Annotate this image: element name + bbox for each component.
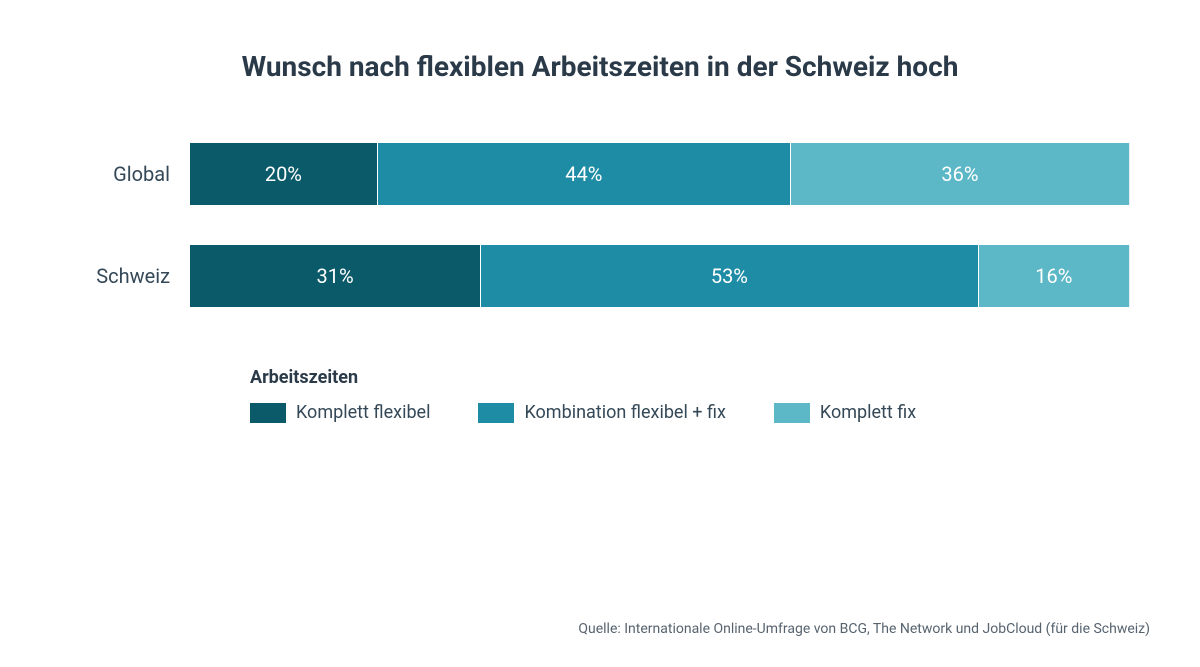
legend-items: Komplett flexibel Kombination flexibel +… — [250, 402, 1160, 423]
legend: Arbeitszeiten Komplett flexibel Kombinat… — [40, 367, 1160, 423]
swatch-icon — [774, 403, 810, 423]
bar-row-schweiz: Schweiz 31% 53% 16% — [70, 245, 1130, 307]
legend-item-flexibel: Komplett flexibel — [250, 402, 430, 423]
legend-label: Komplett fix — [820, 402, 916, 423]
row-label: Global — [70, 162, 190, 186]
segment-flexibel: 31% — [190, 245, 481, 307]
swatch-icon — [478, 403, 514, 423]
legend-label: Kombination flexibel + fix — [524, 402, 725, 423]
bar-row-global: Global 20% 44% 36% — [70, 143, 1130, 205]
segment-kombination: 53% — [481, 245, 979, 307]
legend-title: Arbeitszeiten — [250, 367, 1160, 388]
chart-title: Wunsch nach flexiblen Arbeitszeiten in d… — [40, 50, 1160, 83]
segment-fix: 36% — [791, 143, 1129, 205]
swatch-icon — [250, 403, 286, 423]
legend-label: Komplett flexibel — [296, 402, 430, 423]
segment-fix: 16% — [979, 245, 1129, 307]
bar-track: 20% 44% 36% — [190, 143, 1130, 205]
segment-flexibel: 20% — [190, 143, 378, 205]
row-label: Schweiz — [70, 264, 190, 288]
legend-item-fix: Komplett fix — [774, 402, 916, 423]
legend-item-kombination: Kombination flexibel + fix — [478, 402, 725, 423]
source-text: Quelle: Internationale Online-Umfrage vo… — [578, 621, 1150, 637]
bar-track: 31% 53% 16% — [190, 245, 1130, 307]
segment-kombination: 44% — [378, 143, 791, 205]
chart-area: Global 20% 44% 36% Schweiz 31% 53% 16% — [40, 143, 1160, 307]
